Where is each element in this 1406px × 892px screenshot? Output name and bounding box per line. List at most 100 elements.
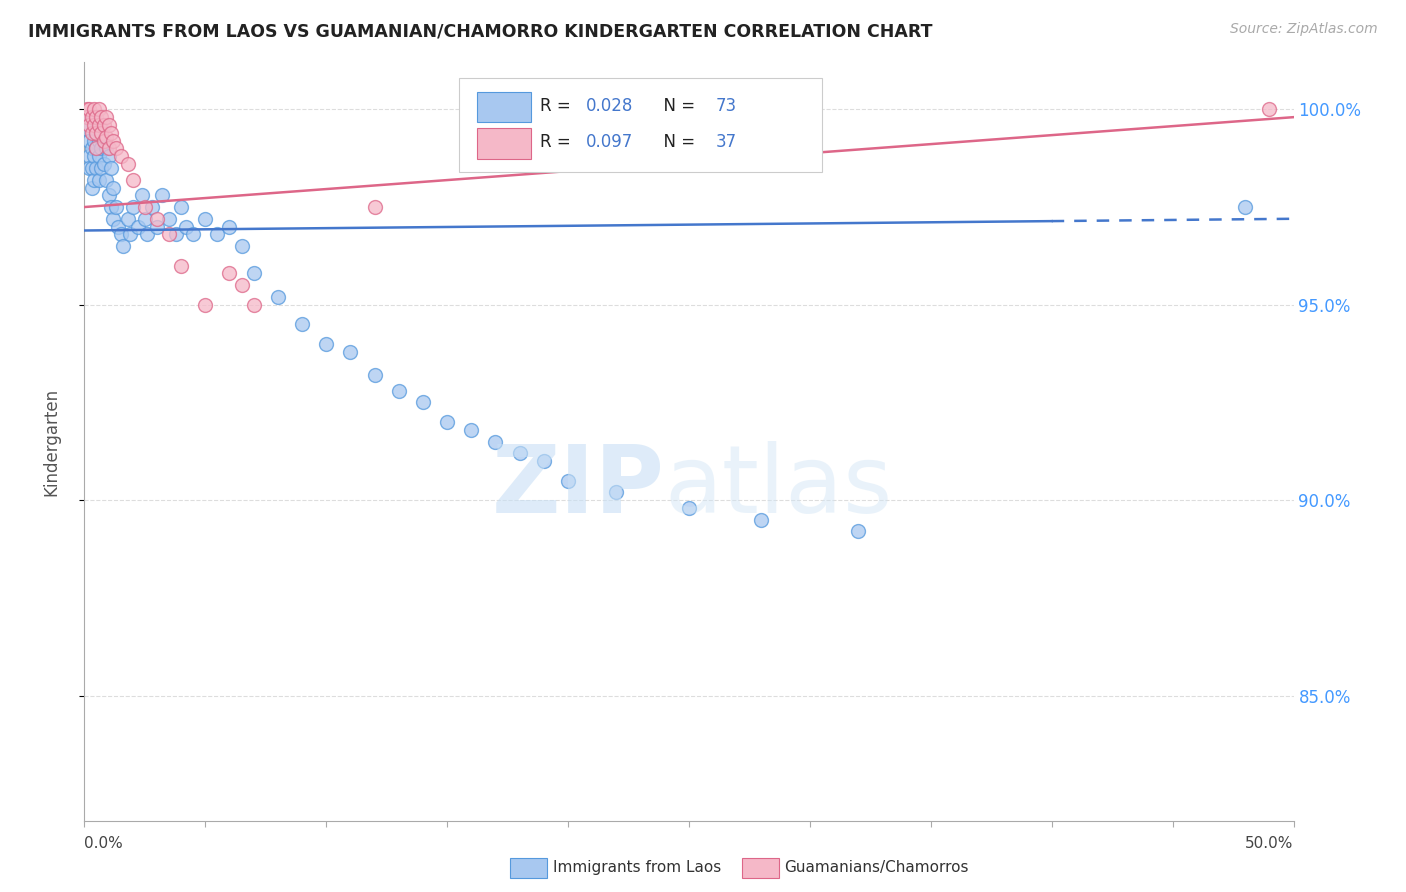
Point [436,415,458,429]
Text: 0.028: 0.028 [586,97,634,115]
Point [76,110,98,124]
Text: atlas: atlas [665,441,893,533]
Point [83,110,105,124]
Point [533,454,555,468]
Point [104,200,127,214]
Point [242,298,264,312]
Point [87,103,110,117]
Point [77,118,100,132]
Point [141,200,163,214]
Point [76,110,98,124]
Point [80,126,103,140]
Point [267,290,290,304]
Point [80,161,103,175]
Point [93,134,115,148]
Point [157,211,180,226]
Point [97,188,120,202]
Point [100,126,122,140]
Point [194,298,217,312]
Point [1234,200,1257,214]
Point [315,336,337,351]
Point [83,103,105,117]
Point [110,227,132,242]
Text: N =: N = [652,97,700,115]
Point [90,141,112,155]
Point [484,434,506,449]
Text: R =: R = [540,133,576,151]
Point [605,485,627,500]
Point [146,211,169,226]
Point [103,134,125,148]
Point [93,118,115,132]
Point [80,141,103,155]
Point [94,110,117,124]
Point [846,524,869,539]
FancyBboxPatch shape [460,78,823,172]
Point [80,180,103,194]
Point [460,423,482,437]
Text: 37: 37 [716,133,737,151]
Point [87,172,110,186]
Point [363,200,385,214]
Point [339,344,361,359]
Point [90,126,112,140]
Point [93,134,115,148]
Point [412,395,434,409]
Point [231,239,253,253]
Y-axis label: Kindergarten: Kindergarten [42,387,60,496]
Point [87,149,110,163]
Point [165,227,187,242]
Point [170,259,193,273]
Point [207,227,229,242]
Point [94,129,117,144]
Point [83,118,105,132]
Point [1258,103,1281,117]
Point [218,219,240,234]
Point [107,219,129,234]
Point [678,500,700,515]
Point [136,227,159,242]
Point [134,211,156,226]
Text: Source: ZipAtlas.com: Source: ZipAtlas.com [1230,22,1378,37]
Point [242,267,264,281]
Point [388,384,411,398]
Point [146,219,169,234]
FancyBboxPatch shape [478,128,530,159]
Point [83,149,105,163]
Point [86,141,108,155]
Point [104,141,127,155]
Point [94,172,117,186]
Point [97,118,120,132]
Point [90,121,112,136]
Point [90,110,112,124]
Text: 0.097: 0.097 [586,133,634,151]
Point [86,141,108,155]
Point [509,446,531,460]
Point [231,278,253,293]
Point [117,211,139,226]
Point [110,149,132,163]
Point [86,110,108,124]
Point [77,134,100,148]
Point [83,172,105,186]
Point [86,126,108,140]
Point [94,141,117,155]
Point [121,200,143,214]
Point [181,227,204,242]
Point [117,157,139,171]
Point [103,211,125,226]
Point [93,157,115,171]
Text: 0.0%: 0.0% [84,837,124,851]
Point [218,267,240,281]
Point [86,161,108,175]
Point [157,227,180,242]
Point [134,200,156,214]
Text: ZIP: ZIP [492,441,665,533]
Point [100,200,122,214]
Point [76,121,98,136]
Point [174,219,197,234]
Point [83,134,105,148]
Text: Guamanians/Chamorros: Guamanians/Chamorros [785,861,969,875]
Point [120,227,142,242]
Point [194,211,217,226]
